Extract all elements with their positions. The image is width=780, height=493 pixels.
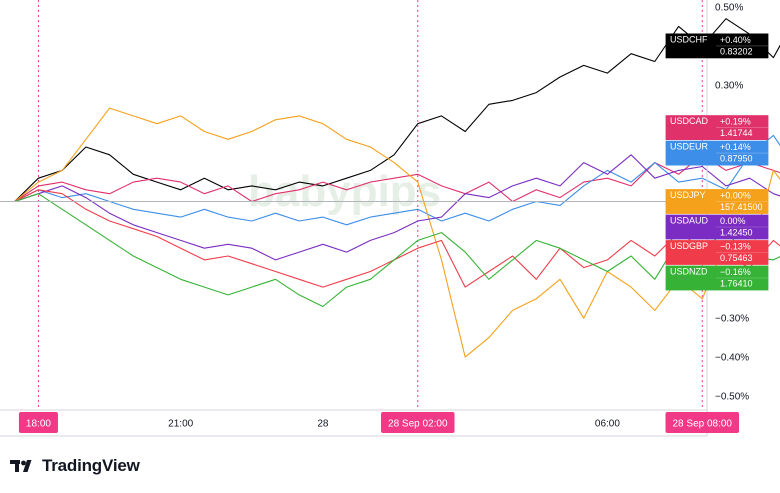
series-line-usdnzd — [14, 193, 780, 308]
price-label-value-bg — [716, 33, 768, 58]
price-label-price: 0.83202 — [720, 46, 753, 56]
y-tick-label: 0.30% — [715, 80, 743, 91]
series-line-usdjpy — [14, 107, 780, 358]
price-label-usdaud: USDAUD 0.00% 1.42450 — [665, 214, 769, 240]
x-tick-pill — [665, 412, 740, 433]
price-label-usdnzd: USDNZD −0.16% 1.76410 — [665, 265, 769, 291]
price-label-change: −0.16% — [720, 267, 751, 277]
series-line-usdchf — [14, 18, 780, 202]
y-tick-label: 0.50% — [715, 3, 743, 14]
y-tick-label: −0.50% — [715, 392, 749, 403]
tradingview-brand: TradingView — [10, 456, 140, 476]
x-tick-label: 28 Sep 08:00 — [673, 419, 733, 430]
price-label-name-fill — [666, 240, 716, 265]
x-tick-highlight: 28 Sep 08:00 — [665, 412, 740, 433]
tradingview-logo-icon — [10, 460, 32, 472]
price-label-price: 157.41500 — [720, 202, 763, 212]
price-label-name-fill — [666, 141, 716, 166]
price-label-name-fill — [666, 33, 716, 58]
y-tick-label: −0.40% — [715, 353, 749, 364]
price-label-price: 1.41744 — [720, 128, 753, 138]
series-line-usdeur — [14, 134, 780, 226]
x-tick-label: 18:00 — [26, 419, 51, 430]
price-label-value-bg — [716, 115, 768, 140]
series-line-usdaud — [14, 154, 780, 261]
series-lines — [14, 18, 780, 358]
price-label-value-bg — [716, 141, 768, 166]
price-label-change: −0.13% — [720, 242, 751, 252]
price-label-usdjpy: USDJPY +0.00%157.41500 — [665, 189, 769, 214]
brand-name: TradingView — [42, 456, 140, 475]
price-label-name-fill — [666, 215, 716, 239]
price-label-value-bg — [716, 189, 768, 214]
price-label-usdchf: USDCHF +0.40%0.83202 — [665, 33, 769, 59]
price-label-name-fill — [666, 189, 716, 214]
price-label-change: +0.19% — [720, 117, 751, 127]
price-label-symbol: USDEUR — [670, 142, 709, 152]
price-label-usdgbp: USDGBP −0.13%0.75463 — [665, 240, 769, 265]
price-label-symbol: USDAUD — [670, 216, 709, 226]
price-label-symbol: USDGBP — [670, 241, 708, 251]
price-label-price: 0.75463 — [720, 253, 753, 263]
x-tick-pill — [381, 412, 455, 433]
axes: 0.50% 0.30% −0.30% −0.40% −0.50% 18:00 21:00 28… — [0, 0, 749, 437]
price-label-change: 0.00% — [720, 216, 746, 226]
price-label-symbol: USDJPY — [670, 190, 706, 200]
x-tick-highlight: 28 Sep 02:00 — [381, 412, 455, 433]
x-tick-label: 28 Sep 02:00 — [388, 419, 448, 430]
price-label-value-bg — [716, 266, 768, 290]
series-line-usdcad — [14, 154, 780, 203]
x-tick-label: 06:00 — [595, 419, 620, 430]
price-label-change: +0.14% — [720, 142, 751, 152]
price-label-usdcad: USDCAD +0.19%1.41744 — [665, 115, 769, 140]
price-label-symbol: USDCAD — [670, 116, 709, 126]
watermark: babypips — [248, 167, 441, 216]
price-label-price: 1.42450 — [720, 228, 753, 238]
price-label-change: +0.40% — [720, 35, 751, 45]
price-label-price: 0.87950 — [720, 154, 753, 164]
price-label-usdeur: USDEUR +0.14% 0.87950 — [665, 140, 769, 166]
price-label-price: 1.76410 — [720, 279, 753, 289]
x-tick-pill — [18, 412, 58, 433]
price-label-symbol: USDCHF — [670, 34, 708, 44]
x-tick-highlight: 18:00 — [18, 412, 58, 433]
price-label-value-bg — [716, 240, 768, 265]
price-label-change: +0.00% — [720, 191, 751, 201]
price-label-name-fill — [666, 266, 716, 290]
x-tick-label: 28 — [317, 419, 329, 430]
price-label-value-bg — [716, 215, 768, 239]
price-label-symbol: USDNZD — [670, 267, 708, 277]
price-label-name-fill — [666, 115, 716, 140]
x-tick-label: 21:00 — [168, 419, 193, 430]
y-tick-label: −0.30% — [715, 314, 749, 325]
